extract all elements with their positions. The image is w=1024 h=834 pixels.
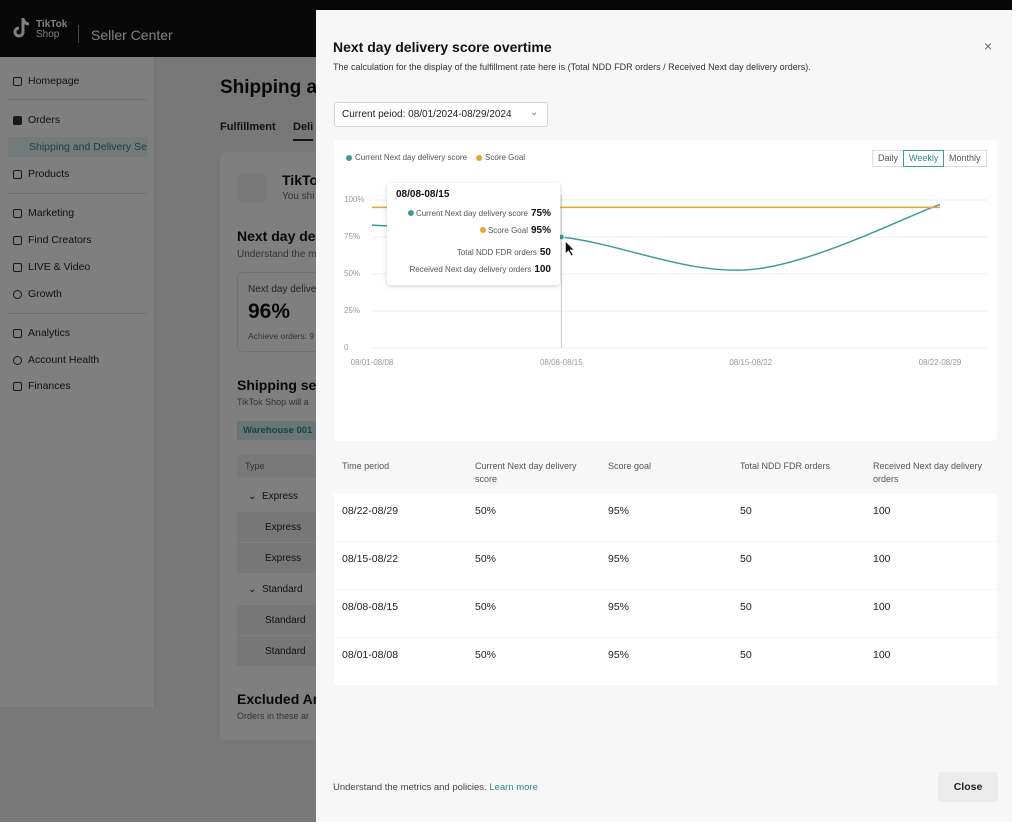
tooltip-dot <box>407 210 414 216</box>
x-tick-label: 08/15-08/22 <box>729 358 772 367</box>
toggle-option[interactable]: Daily <box>872 150 905 167</box>
tooltip-row: Total NDD FDR orders 50 <box>457 247 552 258</box>
table-cell: 100 <box>873 505 891 517</box>
table-cell: 100 <box>873 553 891 565</box>
table-cell: 50% <box>475 553 497 565</box>
table-row <box>334 494 997 541</box>
dropdown-arrow: ⌄ <box>530 107 539 118</box>
tooltip-title: 08/08-08/15 <box>396 189 450 200</box>
table-cell: 95% <box>608 649 630 661</box>
tooltip-value: 75% <box>531 208 551 219</box>
tooltip-label: Current Next day delivery score <box>416 209 529 218</box>
table-cell: 50% <box>475 601 497 613</box>
legend-dot <box>476 155 483 161</box>
tooltip-row: Score Goal 95% <box>488 225 551 236</box>
tooltip-value: 100 <box>534 264 551 275</box>
tooltip-value: 50 <box>540 247 552 258</box>
period-text: Current peiod: 08/01/2024-08/29/2024 <box>342 109 512 120</box>
table-row <box>334 590 997 637</box>
y-tick-label: 100% <box>344 195 364 204</box>
drawer-title: Next day delivery score overtime <box>333 39 552 55</box>
table-cell: 95% <box>608 553 630 565</box>
table-cell: 50% <box>475 649 497 661</box>
period-select[interactable]: Current peiod: 08/01/2024-08/29/2024 ⌄ <box>334 102 548 127</box>
footer-text: Understand the metrics and policies. <box>333 782 487 793</box>
y-tick-label: 75% <box>344 232 360 241</box>
learn-more-link[interactable]: Learn more <box>489 782 538 793</box>
table-cell: 08/01-08/08 <box>342 649 399 661</box>
table-row <box>334 638 997 685</box>
cursor <box>564 240 576 257</box>
footer-text: Understand the metrics and policies. Lea… <box>333 782 538 793</box>
y-tick-label: 25% <box>344 306 360 315</box>
table-header: Time period <box>342 461 390 471</box>
tooltip-row: Current Next day delivery score 75% <box>416 208 551 219</box>
y-tick-label: 0 <box>344 343 349 352</box>
table-cell: 95% <box>608 505 630 517</box>
toggle-option[interactable]: Monthly <box>943 150 987 167</box>
tooltip-label: Score Goal <box>488 226 528 235</box>
close-icon[interactable]: × <box>984 38 993 54</box>
table-cell: 50 <box>740 505 752 517</box>
x-tick-label: 08/01-08/08 <box>351 358 394 367</box>
chart-card: 0 25% 50% 75% 100% 08/01-08/08 08/08-08/15 08/1… <box>334 140 997 441</box>
seller-center: TikTok Shop Seller Center Homepage Order… <box>0 0 1012 822</box>
table-cell: 95% <box>608 601 630 613</box>
tooltip-row: Received Next day delivery orders 100 <box>409 264 551 275</box>
toggle-option[interactable]: Weekly <box>903 150 945 167</box>
tooltip-label: Total NDD FDR orders <box>457 248 537 257</box>
table-row <box>334 542 997 589</box>
x-tick-label: 08/22-08/29 <box>919 358 962 367</box>
table-cell: 08/22-08/29 <box>342 505 399 517</box>
x-tick-label: 08/08-08/15 <box>540 358 583 367</box>
tooltip: 08/08-08/15 Current Next day delivery sco… <box>387 183 560 285</box>
table-cell: 100 <box>873 601 891 613</box>
y-tick-label: 50% <box>344 269 360 278</box>
table-cell: 08/15-08/22 <box>342 553 399 565</box>
table-cell: 50% <box>475 505 497 517</box>
table-header: Received Next day delivery orders <box>873 461 983 484</box>
legend-label: Current Next day delivery score <box>355 153 468 162</box>
table-header: Score goal <box>608 461 652 471</box>
chart: 0 25% 50% 75% 100% 08/01-08/08 08/08-08/15 08/1… <box>344 153 987 367</box>
tooltip-value: 95% <box>531 225 551 236</box>
tooltip-dot <box>479 227 486 233</box>
drawer-description: The calculation for the display of the f… <box>333 62 811 72</box>
tooltip-label: Received Next day delivery orders <box>409 265 531 274</box>
table-header: Total NDD FDR orders <box>740 461 831 471</box>
table-cell: 50 <box>740 649 752 661</box>
table-header: Current Next day delivery score <box>475 461 577 484</box>
tooltip-box <box>387 183 560 285</box>
close-button[interactable]: Close <box>938 772 998 802</box>
legend-dot <box>346 155 352 161</box>
legend-label: Score Goal <box>485 153 525 162</box>
table-cell: 100 <box>873 649 891 661</box>
table-cell: 08/08-08/15 <box>342 601 399 613</box>
table-cell: 50 <box>740 601 752 613</box>
table-cell: 50 <box>740 553 752 565</box>
